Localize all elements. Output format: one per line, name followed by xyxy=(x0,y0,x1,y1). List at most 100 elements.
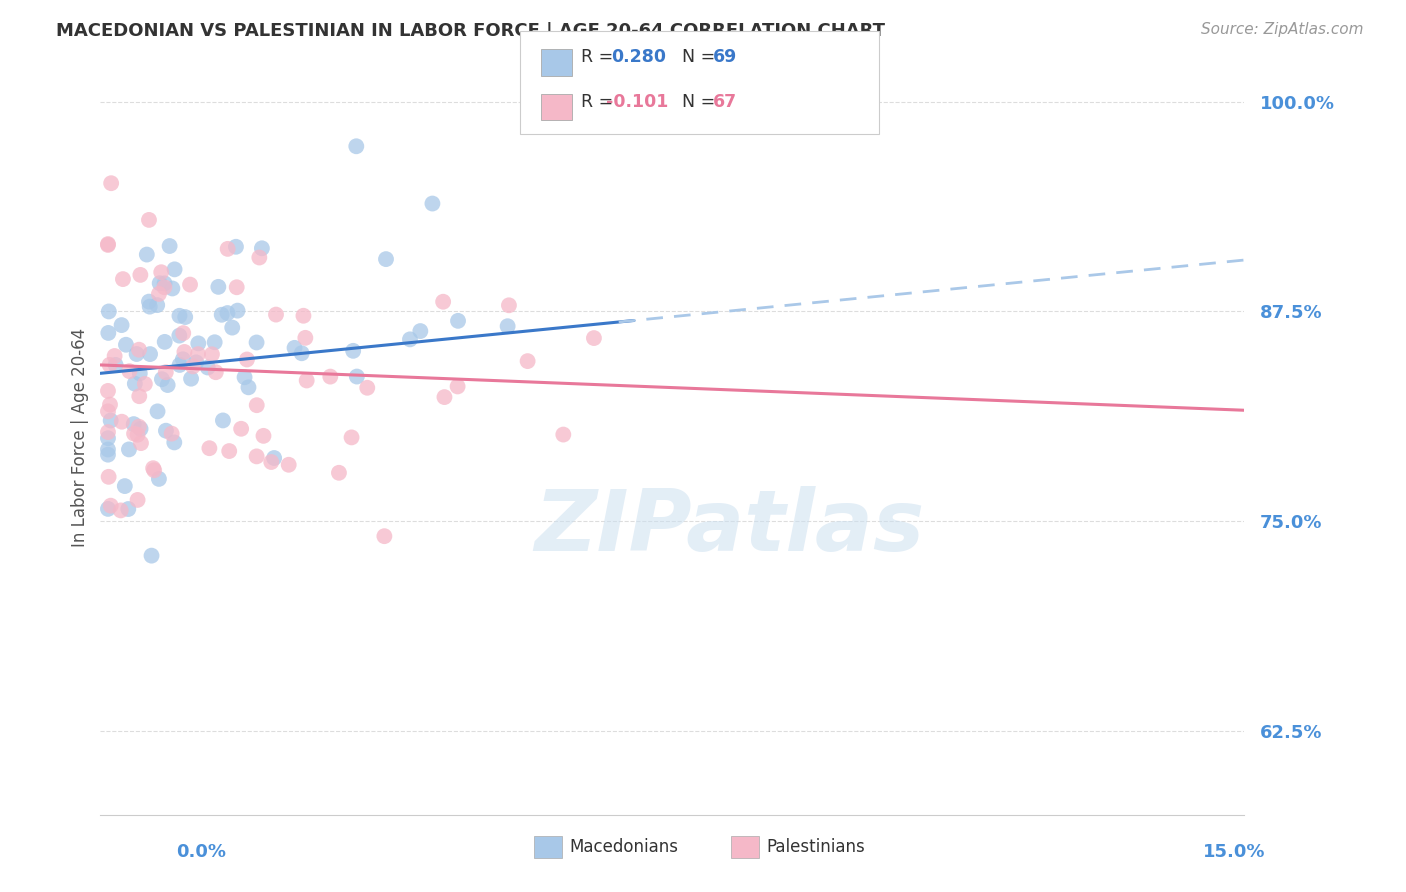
Y-axis label: In Labor Force | Age 20-64: In Labor Force | Age 20-64 xyxy=(72,327,89,547)
Point xyxy=(97,237,120,252)
Point xyxy=(217,306,239,320)
Point xyxy=(225,240,247,254)
Point xyxy=(201,347,224,361)
Point xyxy=(153,334,176,349)
Point xyxy=(246,398,269,412)
Text: Source: ZipAtlas.com: Source: ZipAtlas.com xyxy=(1201,22,1364,37)
Point xyxy=(115,337,138,351)
Point xyxy=(135,247,157,261)
Point xyxy=(553,427,575,442)
Point xyxy=(104,358,127,372)
Point xyxy=(128,367,150,381)
Point xyxy=(122,417,145,431)
Point xyxy=(98,358,121,372)
Point xyxy=(97,425,120,439)
Point xyxy=(114,479,136,493)
Point xyxy=(129,268,152,282)
Point xyxy=(128,419,150,434)
Point xyxy=(432,294,454,309)
Point xyxy=(342,343,364,358)
Point xyxy=(294,331,316,345)
Point xyxy=(181,359,204,374)
Point xyxy=(221,320,243,334)
Point xyxy=(111,272,134,286)
Point xyxy=(122,426,145,441)
Point xyxy=(498,298,520,312)
Text: Palestinians: Palestinians xyxy=(766,838,865,856)
Point xyxy=(496,319,519,334)
Point xyxy=(97,238,120,252)
Text: 15.0%: 15.0% xyxy=(1204,843,1265,861)
Point xyxy=(226,303,249,318)
Point xyxy=(174,310,197,324)
Point xyxy=(97,448,120,462)
Point xyxy=(233,370,256,384)
Point xyxy=(141,549,163,563)
Point xyxy=(172,326,194,340)
Point xyxy=(100,499,122,513)
Point xyxy=(97,501,120,516)
Point xyxy=(204,365,226,379)
Point xyxy=(291,346,314,360)
Point xyxy=(155,365,177,379)
Point xyxy=(252,429,274,443)
Point xyxy=(319,369,342,384)
Point xyxy=(373,529,395,543)
Point xyxy=(295,374,318,388)
Text: 0.0%: 0.0% xyxy=(176,843,226,861)
Point xyxy=(292,309,315,323)
Point xyxy=(264,308,287,322)
Point xyxy=(134,376,156,391)
Point xyxy=(150,372,173,386)
Point xyxy=(283,341,305,355)
Point xyxy=(247,251,270,265)
Point xyxy=(346,369,368,384)
Point xyxy=(153,280,176,294)
Point xyxy=(97,304,120,318)
Point xyxy=(138,213,160,227)
Point xyxy=(127,427,149,442)
Point xyxy=(340,430,363,444)
Point xyxy=(218,444,240,458)
Point xyxy=(328,466,350,480)
Point xyxy=(125,347,148,361)
Point xyxy=(236,352,259,367)
Point xyxy=(225,280,247,294)
Point xyxy=(149,277,172,291)
Point xyxy=(250,241,273,255)
Point xyxy=(127,492,149,507)
Point xyxy=(245,335,267,350)
Point xyxy=(211,308,233,322)
Text: 67: 67 xyxy=(713,93,737,111)
Point xyxy=(422,196,444,211)
Text: MACEDONIAN VS PALESTINIAN IN LABOR FORCE | AGE 20-64 CORRELATION CHART: MACEDONIAN VS PALESTINIAN IN LABOR FORCE… xyxy=(56,22,886,40)
Point xyxy=(263,450,285,465)
Point xyxy=(128,343,150,357)
Point xyxy=(277,458,299,472)
Point xyxy=(146,404,169,418)
Point xyxy=(582,331,605,345)
Point xyxy=(356,381,378,395)
Point xyxy=(118,442,141,457)
Point xyxy=(204,335,226,350)
Point xyxy=(142,461,165,475)
Point xyxy=(97,326,120,340)
Point xyxy=(231,422,253,436)
Point xyxy=(146,298,169,312)
Text: -0.101: -0.101 xyxy=(606,93,668,111)
Point xyxy=(217,242,239,256)
Point xyxy=(179,277,201,292)
Point xyxy=(197,360,219,375)
Point xyxy=(198,441,221,455)
Point xyxy=(186,355,208,369)
Point xyxy=(110,503,132,517)
Point xyxy=(110,318,132,332)
Point xyxy=(169,358,191,372)
Point xyxy=(97,470,120,484)
Point xyxy=(155,424,177,438)
Point xyxy=(159,239,181,253)
Point xyxy=(399,332,422,346)
Point xyxy=(409,324,432,338)
Point xyxy=(138,294,160,309)
Point xyxy=(446,379,468,393)
